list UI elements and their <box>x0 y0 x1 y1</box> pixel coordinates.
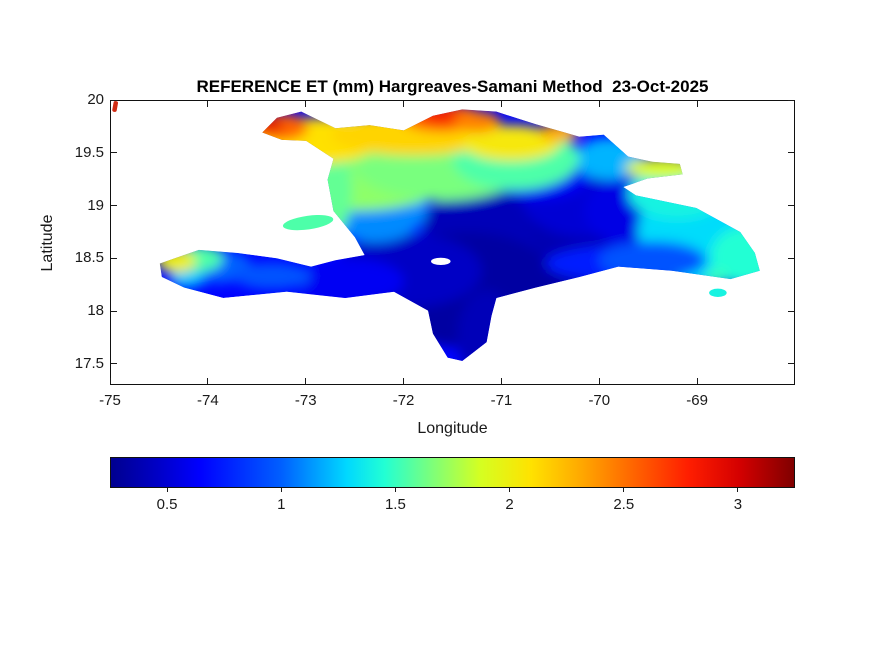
colorbar-tick-mark <box>394 488 396 492</box>
y-axis-label: Latitude <box>39 214 56 272</box>
x-tick-mark <box>109 378 111 384</box>
y-tick-mark-right <box>788 205 794 207</box>
y-tick-label: 19.5 <box>74 143 104 161</box>
x-tick-mark-top <box>207 101 209 107</box>
x-tick-mark-top <box>403 101 405 107</box>
colorbar <box>110 457 795 488</box>
et-blob <box>540 123 580 142</box>
colorbar-tick-mark <box>509 488 511 492</box>
gonave-island <box>282 214 334 231</box>
offshore-islands <box>282 214 727 298</box>
et-blob <box>625 157 700 179</box>
y-tick-mark-right <box>788 99 794 101</box>
x-tick-mark <box>403 378 405 384</box>
x-tick-label: -71 <box>490 392 513 409</box>
y-tick-mark-right <box>788 310 794 312</box>
lake-enriquillo <box>431 257 451 266</box>
colorbar-tick-mark <box>166 488 168 492</box>
x-tick-mark-top <box>305 101 307 107</box>
y-tick-label: 20 <box>87 91 104 108</box>
y-tick-label: 17.5 <box>74 354 104 372</box>
et-blob <box>704 268 728 286</box>
x-tick-mark <box>305 378 307 384</box>
x-tick-mark <box>500 378 502 384</box>
y-tick-mark-right <box>788 257 794 259</box>
x-tick-label: -73 <box>294 392 317 409</box>
inland-lakes <box>431 257 451 266</box>
colorbar-tick-label: 2 <box>505 496 514 513</box>
x-tick-mark <box>207 378 209 384</box>
et-blob <box>711 226 760 286</box>
x-tick-mark <box>598 378 600 384</box>
y-tick-mark <box>111 205 117 207</box>
island-heatmap <box>159 109 760 361</box>
colorbar-tick-label: 3 <box>733 496 743 513</box>
colorbar-tick-mark <box>737 488 739 492</box>
et-field-blobs <box>159 109 760 361</box>
saona-island <box>709 288 727 298</box>
x-tick-label: -74 <box>197 392 219 409</box>
colorbar-tick-mark <box>280 488 282 492</box>
et-blob <box>598 241 707 280</box>
y-tick-mark <box>111 310 117 312</box>
plot-title: REFERENCE ET (mm) Hargreaves-Samani Meth… <box>196 77 709 96</box>
x-tick-label: -72 <box>392 392 415 409</box>
colorbar-tick-label: 1 <box>277 496 286 513</box>
colorbar-tick-mark <box>623 488 625 492</box>
y-tick-label: 18 <box>87 302 104 320</box>
plot-area <box>110 100 795 385</box>
et-blob <box>232 262 312 290</box>
x-tick-label: -75 <box>99 392 121 409</box>
x-axis-label: Longitude <box>417 420 488 437</box>
y-tick-mark <box>111 152 117 154</box>
et-blob <box>462 125 560 161</box>
x-tick-mark-top <box>109 101 111 107</box>
x-tick-mark-top <box>696 101 698 107</box>
colorbar-gradient <box>111 458 794 487</box>
et-blob <box>159 249 196 273</box>
colorbar-tick-label: 0.5 <box>156 496 178 513</box>
y-tick-label: 18.5 <box>74 249 104 267</box>
et-blob <box>423 109 459 122</box>
x-tick-label: -69 <box>686 392 708 409</box>
y-tick-label: 19 <box>87 196 104 214</box>
et-blob <box>256 116 284 132</box>
x-tick-mark <box>696 378 698 384</box>
y-tick-mark-right <box>788 152 794 154</box>
et-blob <box>296 258 404 305</box>
y-tick-mark-right <box>788 363 794 365</box>
x-tick-mark-top <box>500 101 502 107</box>
stray-red-mark <box>112 101 118 112</box>
y-tick-mark <box>111 257 117 259</box>
x-tick-label: -70 <box>588 392 611 409</box>
colorbar-tick-label: 1.5 <box>384 496 406 513</box>
y-tick-mark <box>111 363 117 365</box>
colorbar-tick-label: 2.5 <box>613 496 635 513</box>
map-svg <box>112 101 760 361</box>
et-blob <box>457 289 516 361</box>
et-blob <box>169 268 205 288</box>
et-blob <box>453 111 501 133</box>
y-tick-mark <box>111 99 117 101</box>
x-tick-mark-top <box>598 101 600 107</box>
